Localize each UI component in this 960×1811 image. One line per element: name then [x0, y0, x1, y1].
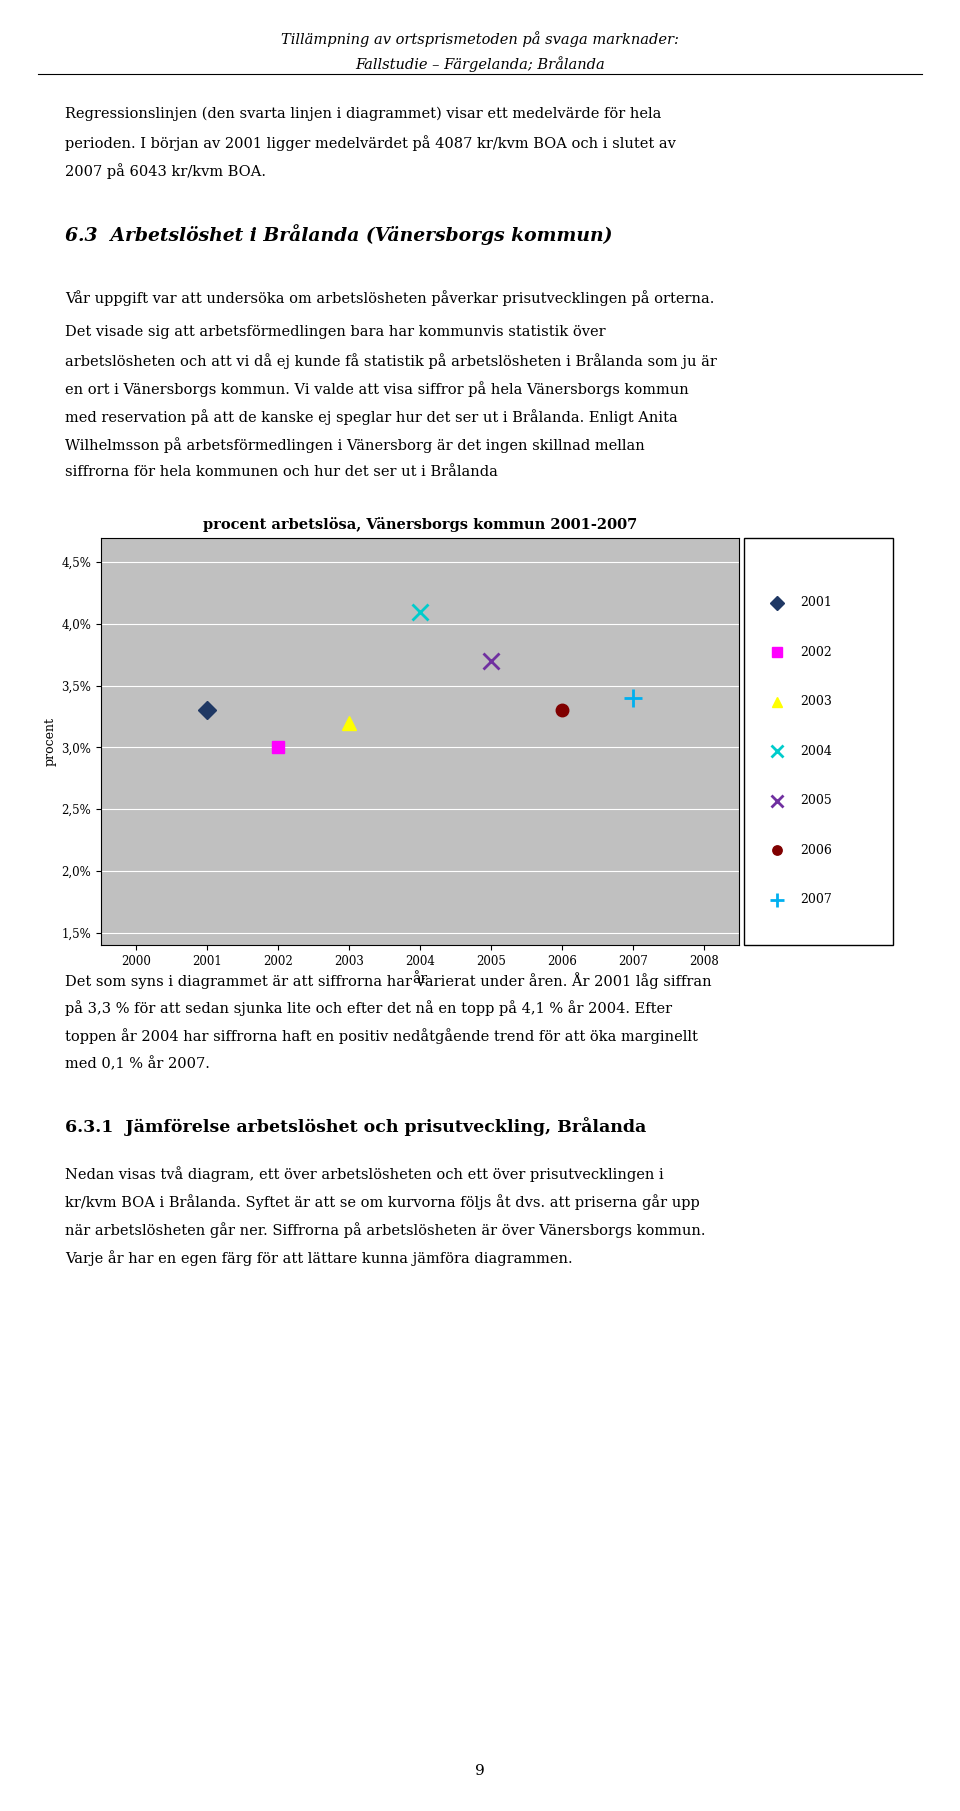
Text: Vår uppgift var att undersöka om arbetslösheten påverkar prisutvecklingen på ort: Vår uppgift var att undersöka om arbetsl…	[65, 290, 714, 306]
Text: 2007: 2007	[801, 893, 832, 906]
X-axis label: år: år	[413, 973, 427, 985]
Text: Wilhelmsson på arbetsförmedlingen i Vänersborg är det ingen skillnad mellan: Wilhelmsson på arbetsförmedlingen i Väne…	[65, 436, 645, 453]
Text: när arbetslösheten går ner. Siffrorna på arbetslösheten är över Vänersborgs komm: när arbetslösheten går ner. Siffrorna på…	[65, 1222, 706, 1237]
Text: 6.3.1  Jämförelse arbetslöshet och prisutveckling, Brålanda: 6.3.1 Jämförelse arbetslöshet och prisut…	[65, 1117, 646, 1135]
Text: Det visade sig att arbetsförmedlingen bara har kommunvis statistik över: Det visade sig att arbetsförmedlingen ba…	[65, 324, 606, 339]
Text: arbetslösheten och att vi då ej kunde få statistik på arbetslösheten i Brålanda : arbetslösheten och att vi då ej kunde få…	[65, 353, 717, 369]
Text: 9: 9	[475, 1764, 485, 1778]
Text: 2001: 2001	[801, 596, 832, 610]
Text: siffrorna för hela kommunen och hur det ser ut i Brålanda: siffrorna för hela kommunen och hur det …	[65, 465, 498, 480]
Text: 2007 på 6043 kr/kvm BOA.: 2007 på 6043 kr/kvm BOA.	[65, 163, 266, 179]
Text: Tillämpning av ortsprismetoden på svaga marknader:: Tillämpning av ortsprismetoden på svaga …	[281, 31, 679, 47]
Text: med reservation på att de kanske ej speglar hur det ser ut i Brålanda. Enligt An: med reservation på att de kanske ej speg…	[65, 409, 678, 426]
Text: perioden. I början av 2001 ligger medelvärdet på 4087 kr/kvm BOA och i slutet av: perioden. I början av 2001 ligger medelv…	[65, 134, 676, 150]
Text: Fallstudie – Färgelanda; Brålanda: Fallstudie – Färgelanda; Brålanda	[355, 56, 605, 72]
Text: 2003: 2003	[801, 695, 832, 708]
Text: med 0,1 % år 2007.: med 0,1 % år 2007.	[65, 1056, 210, 1070]
Text: 6.3  Arbetslöshet i Brålanda (Vänersborgs kommun): 6.3 Arbetslöshet i Brålanda (Vänersborgs…	[65, 223, 612, 244]
Text: toppen år 2004 har siffrorna haft en positiv nedåtgående trend för att öka margi: toppen år 2004 har siffrorna haft en pos…	[65, 1029, 698, 1045]
Text: Varje år har en egen färg för att lättare kunna jämföra diagrammen.: Varje år har en egen färg för att lättar…	[65, 1250, 573, 1266]
Text: 2002: 2002	[801, 647, 832, 659]
Text: Regressionslinjen (den svarta linjen i diagrammet) visar ett medelvärde för hela: Regressionslinjen (den svarta linjen i d…	[65, 107, 661, 121]
Text: kr/kvm BOA i Brålanda. Syftet är att se om kurvorna följs åt dvs. att priserna g: kr/kvm BOA i Brålanda. Syftet är att se …	[65, 1193, 700, 1210]
Title: procent arbetslösa, Vänersborgs kommun 2001-2007: procent arbetslösa, Vänersborgs kommun 2…	[203, 518, 637, 532]
Text: en ort i Vänersborgs kommun. Vi valde att visa siffror på hela Vänersborgs kommu: en ort i Vänersborgs kommun. Vi valde at…	[65, 380, 689, 397]
Text: Det som syns i diagrammet är att siffrorna har varierat under åren. År 2001 låg : Det som syns i diagrammet är att siffror…	[65, 973, 712, 989]
Text: på 3,3 % för att sedan sjunka lite och efter det nå en topp på 4,1 % år 2004. Ef: på 3,3 % för att sedan sjunka lite och e…	[65, 1000, 672, 1016]
Text: 2004: 2004	[801, 744, 832, 759]
Text: 2006: 2006	[801, 844, 832, 857]
Y-axis label: procent: procent	[44, 717, 57, 766]
Text: Nedan visas två diagram, ett över arbetslösheten och ett över prisutvecklingen i: Nedan visas två diagram, ett över arbets…	[65, 1166, 664, 1181]
Text: 2005: 2005	[801, 795, 832, 808]
